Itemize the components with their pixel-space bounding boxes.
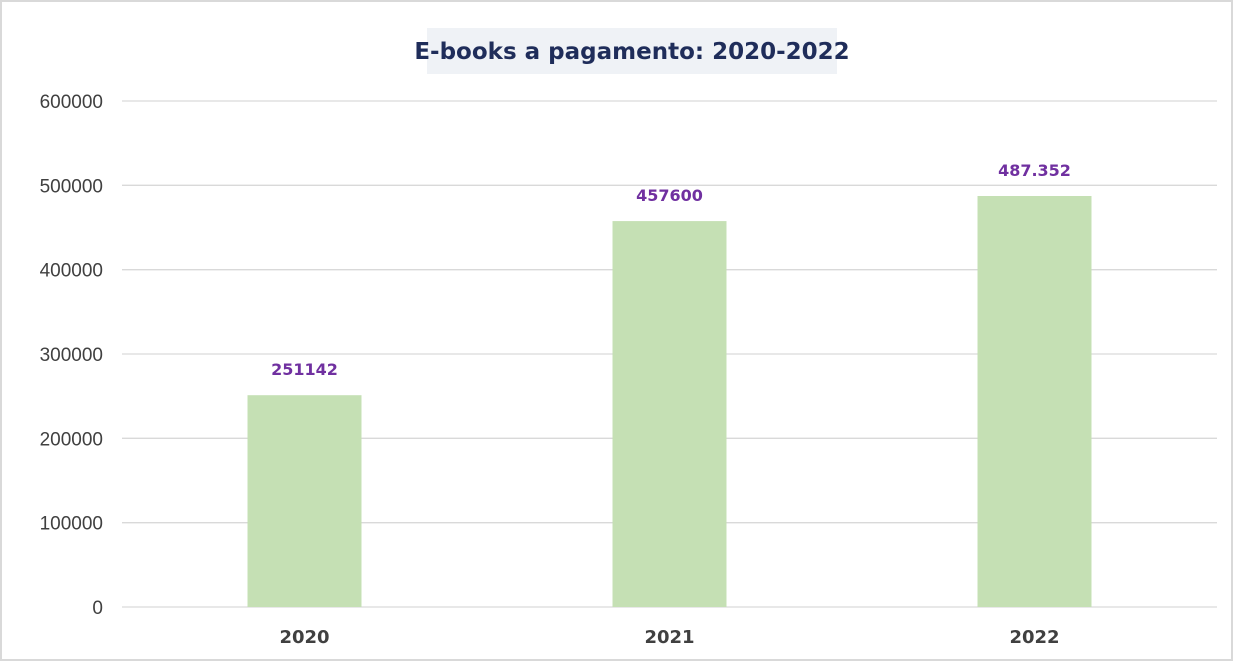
y-tick-label-400000: 400000 bbox=[40, 261, 103, 282]
y-tick-label-0: 0 bbox=[92, 598, 103, 619]
data-label-2021: 457600 bbox=[636, 186, 703, 205]
data-label-2020: 251142 bbox=[271, 360, 338, 379]
bar-2022 bbox=[977, 195, 1092, 607]
bars bbox=[247, 195, 1092, 607]
chart-title: E-books a pagamento: 2020-2022 bbox=[414, 39, 849, 65]
x-tick-label-2020: 2020 bbox=[279, 627, 329, 648]
y-tick-label-500000: 500000 bbox=[40, 176, 103, 197]
y-tick-label-600000: 600000 bbox=[40, 92, 103, 113]
y-tick-label-300000: 300000 bbox=[40, 345, 103, 366]
bar-2020 bbox=[247, 395, 362, 607]
x-axis-ticks: 2020 2021 2022 bbox=[279, 627, 1059, 648]
data-labels: 251142 457600 487.352 bbox=[271, 161, 1071, 379]
y-tick-label-200000: 200000 bbox=[40, 429, 103, 450]
y-tick-label-100000: 100000 bbox=[40, 514, 103, 535]
chart-title-background bbox=[427, 28, 837, 74]
chart-title-group: E-books a pagamento: 2020-2022 bbox=[414, 28, 850, 74]
x-tick-label-2021: 2021 bbox=[644, 627, 694, 648]
y-axis-ticks: 0 100000 200000 300000 400000 500000 600000 bbox=[40, 92, 103, 619]
data-label-2022: 487.352 bbox=[998, 161, 1071, 180]
x-tick-label-2022: 2022 bbox=[1009, 627, 1059, 648]
bar-2021 bbox=[612, 221, 727, 607]
